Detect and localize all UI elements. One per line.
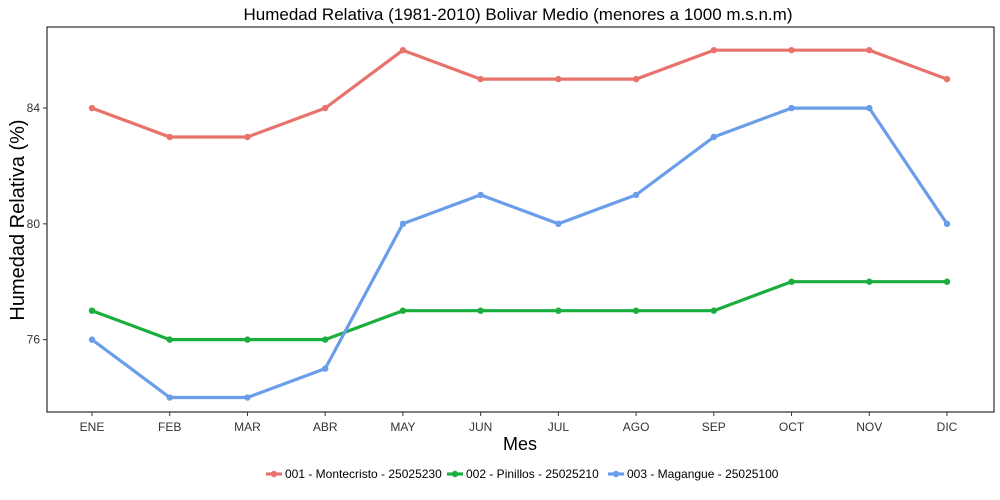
series-line [90, 106, 949, 400]
data-point [244, 336, 251, 343]
data-point [866, 104, 873, 112]
x-tick-label: OCT [779, 420, 805, 434]
legend-item: 002 - Pinillos - 25025210 [447, 467, 599, 481]
series-line [90, 48, 949, 139]
x-tick-label: ENE [80, 420, 105, 434]
data-point [477, 191, 484, 199]
data-point [943, 220, 951, 228]
plot-panel [46, 26, 995, 413]
x-tick-label: NOV [856, 420, 882, 434]
legend-label: 002 - Pinillos - 25025210 [466, 467, 599, 481]
x-axis-title: Mes [503, 434, 537, 454]
legend-key-point [270, 470, 278, 478]
data-point [710, 133, 718, 141]
series-1 [88, 46, 951, 141]
data-point [943, 278, 951, 285]
legend-label: 003 - Magangue - 25025100 [627, 467, 779, 481]
chart-title: Humedad Relativa (1981-2010) Bolivar Med… [244, 5, 793, 24]
legend-key-point [451, 470, 459, 478]
data-point [88, 336, 96, 343]
data-point [88, 307, 96, 314]
y-tick-label: 76 [27, 333, 41, 347]
x-tick-label: FEB [158, 420, 181, 434]
data-point [399, 46, 407, 54]
data-point [632, 191, 640, 199]
legend-label: 001 - Montecristo - 25025230 [285, 467, 442, 481]
x-tick-label: DIC [937, 420, 958, 434]
y-axis-title: Humedad Relativa (%) [7, 119, 29, 320]
series-2 [88, 278, 951, 343]
legend: 001 - Montecristo - 25025230 002 - Pinill… [266, 467, 779, 481]
x-tick-label: JUN [469, 420, 492, 434]
data-point [321, 336, 329, 343]
data-point [632, 75, 640, 83]
series-3 [88, 104, 951, 401]
data-point [321, 104, 329, 112]
data-point [866, 46, 873, 54]
legend-key-point [612, 470, 620, 478]
data-point [477, 307, 484, 314]
data-point [710, 46, 718, 54]
x-tick-label: JUL [548, 420, 570, 434]
data-point [399, 307, 407, 314]
data-point [866, 278, 873, 285]
series-line [90, 280, 949, 342]
x-tick-label: MAY [390, 420, 415, 434]
data-point [244, 133, 251, 141]
data-point [321, 365, 329, 372]
y-axis: 76 80 84 [27, 101, 47, 347]
data-point [710, 307, 718, 314]
series-layer [88, 46, 951, 401]
data-point [788, 104, 795, 112]
x-tick-label: ABR [313, 420, 338, 434]
data-point [788, 46, 795, 54]
data-point [399, 220, 407, 228]
data-point [632, 307, 640, 314]
y-tick-label: 80 [27, 217, 41, 231]
data-point [166, 133, 173, 141]
x-axis: ENE FEB MAR ABR MAY JUN JUL AGO SEP OCT NOV DIC [80, 412, 958, 434]
data-point [943, 75, 951, 83]
x-tick-label: MAR [234, 420, 261, 434]
data-point [788, 278, 795, 285]
data-point [88, 104, 96, 112]
data-point [555, 220, 562, 228]
y-tick-label: 84 [27, 101, 41, 115]
legend-item: 001 - Montecristo - 25025230 [266, 467, 442, 481]
x-tick-label: SEP [702, 420, 726, 434]
x-tick-label: AGO [623, 420, 650, 434]
legend-item: 003 - Magangue - 25025100 [608, 467, 779, 481]
data-point [477, 75, 484, 83]
data-point [166, 394, 173, 401]
data-point [555, 75, 562, 83]
data-point [166, 336, 173, 343]
data-point [244, 394, 251, 401]
data-point [555, 307, 562, 314]
